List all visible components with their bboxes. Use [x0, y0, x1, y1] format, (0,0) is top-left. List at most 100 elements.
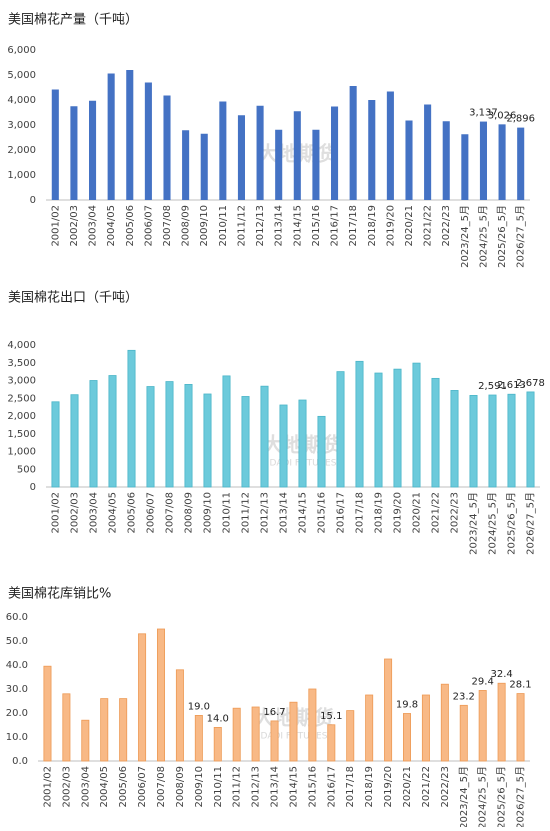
bar — [126, 70, 134, 200]
x-tick-label: 2026/27_5月 — [515, 205, 527, 268]
x-tick-label: 2005/06 — [127, 492, 138, 534]
x-tick-label: 2025/26_5月 — [496, 205, 508, 268]
bar — [488, 394, 497, 488]
x-tick-label: 2004/05 — [106, 205, 117, 247]
bar — [317, 415, 326, 488]
bar — [386, 91, 394, 200]
y-tick-label: 0 — [30, 482, 36, 493]
x-tick-label: 2003/04 — [89, 492, 100, 534]
data-label: 32.4 — [490, 669, 512, 680]
data-label: 15.1 — [320, 711, 342, 722]
y-tick-label: 2,000 — [7, 411, 36, 422]
data-label: 19.8 — [396, 699, 418, 710]
x-tick-label: 2006/07 — [146, 492, 157, 534]
bar — [327, 724, 336, 762]
bar — [43, 665, 52, 762]
x-tick-label: 2016/17 — [330, 205, 341, 247]
x-tick-label: 2002/03 — [70, 492, 81, 534]
x-tick-label: 2013/14 — [279, 492, 290, 534]
bar — [308, 688, 317, 762]
x-tick-label: 2020/21 — [402, 766, 413, 808]
x-tick-label: 2015/16 — [311, 205, 322, 247]
bar — [412, 362, 421, 488]
x-tick-label: 2024/25_5月 — [487, 492, 499, 555]
bar — [51, 401, 60, 488]
bar — [175, 669, 184, 762]
bar — [200, 133, 208, 200]
bar — [107, 73, 115, 200]
y-tick-label: 0.0 — [12, 756, 28, 767]
bar — [526, 391, 535, 488]
x-tick-label: 2009/10 — [194, 766, 205, 808]
bar — [184, 384, 193, 488]
y-tick-label: 4,000 — [7, 95, 36, 106]
bar — [421, 694, 430, 762]
data-label: 16.7 — [263, 707, 285, 718]
x-tick-label: 2014/15 — [288, 766, 299, 808]
data-label: 28.1 — [509, 680, 531, 691]
bar — [393, 368, 402, 488]
x-tick-label: 2020/21 — [412, 492, 423, 534]
y-tick-label: 30.0 — [6, 684, 28, 695]
y-tick-label: 60.0 — [6, 612, 28, 623]
x-tick-label: 2004/05 — [108, 492, 119, 534]
x-tick-label: 2023/24_5月 — [459, 205, 471, 268]
bar — [431, 377, 440, 488]
bar — [270, 720, 279, 762]
x-tick-label: 2015/16 — [307, 766, 318, 808]
x-tick-label: 2011/12 — [241, 492, 252, 534]
x-tick-label: 2003/04 — [88, 205, 99, 247]
bar — [138, 633, 147, 762]
bar — [163, 95, 171, 200]
bar — [355, 360, 364, 488]
x-tick-label: 2021/22 — [431, 492, 442, 534]
x-tick-label: 2009/10 — [203, 492, 214, 534]
x-tick-label: 2023/24_5月 — [458, 766, 470, 827]
y-tick-label: 3,000 — [7, 120, 36, 131]
bar — [478, 690, 487, 762]
x-tick-label: 2010/11 — [213, 766, 224, 808]
x-tick-label: 2010/11 — [222, 492, 233, 534]
x-tick-label: 2009/10 — [199, 205, 210, 247]
bar — [70, 106, 78, 200]
x-tick-label: 2020/21 — [404, 205, 415, 247]
x-tick-label: 2017/18 — [348, 205, 359, 247]
bar — [119, 698, 128, 762]
bar — [144, 82, 152, 200]
y-tick-label: 1,000 — [7, 447, 36, 458]
x-tick-label: 2013/14 — [274, 205, 285, 247]
y-tick-label: 40.0 — [6, 660, 28, 671]
bar — [232, 707, 241, 762]
chart-title: 美国棉花库销比% — [8, 586, 111, 602]
x-tick-label: 2005/06 — [125, 205, 136, 247]
bar — [440, 683, 449, 762]
data-label: 3,137 — [469, 108, 498, 119]
x-tick-label: 2018/19 — [367, 205, 378, 247]
bar — [194, 715, 203, 762]
data-label: 3,026 — [488, 110, 517, 121]
bar — [331, 106, 339, 200]
x-tick-label: 2025/26_5月 — [506, 492, 518, 555]
bar — [213, 727, 222, 762]
y-tick-label: 3,000 — [7, 376, 36, 387]
y-tick-label: 1,500 — [7, 429, 36, 440]
bar — [81, 719, 90, 762]
bar — [222, 375, 231, 488]
bar — [89, 380, 98, 488]
x-tick-label: 2024/25_5月 — [477, 766, 489, 827]
x-tick-label: 2021/22 — [421, 766, 432, 808]
bar — [279, 404, 288, 488]
bar — [368, 100, 376, 200]
bar — [219, 101, 227, 200]
data-label: 19.0 — [188, 701, 210, 712]
bar — [157, 628, 165, 762]
bar — [146, 386, 155, 488]
x-tick-label: 2026/27_5月 — [515, 766, 527, 827]
bar — [459, 704, 468, 762]
bar — [127, 349, 136, 488]
bar — [312, 129, 320, 200]
y-tick-label: 2,500 — [7, 393, 36, 404]
bar — [51, 89, 59, 200]
